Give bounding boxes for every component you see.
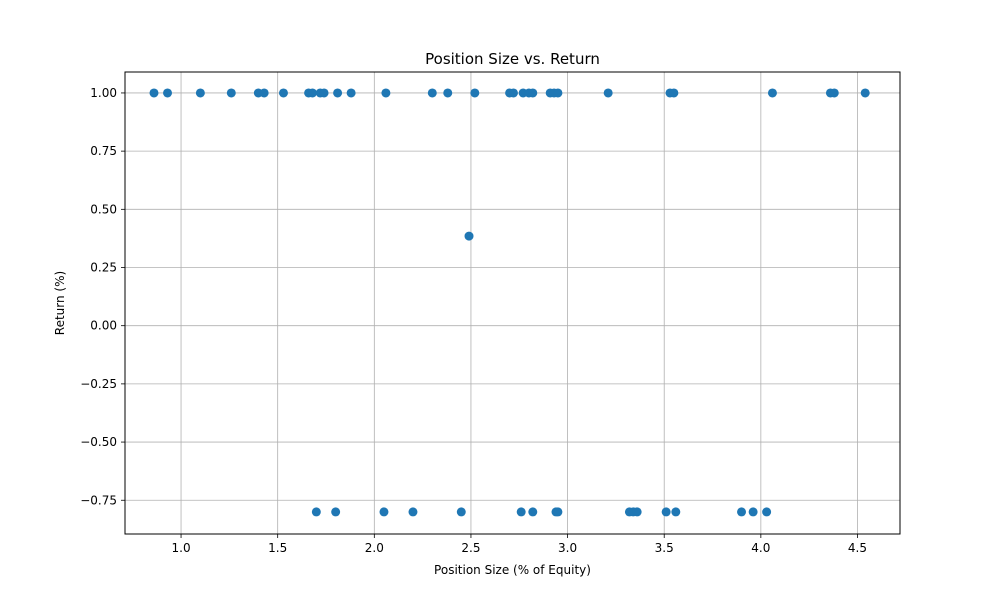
y-axis-label: Return (%) xyxy=(53,271,67,335)
x-tick-label: 1.0 xyxy=(172,541,191,555)
scatter-point xyxy=(443,88,453,98)
plot-area xyxy=(125,72,900,534)
x-axis-ticks: 1.0 1.5 2.0 2.5 3.0 3.5 4.0 4.5 xyxy=(172,534,867,555)
chart-title: Position Size vs. Return xyxy=(425,50,600,68)
y-tick-label: −0.75 xyxy=(80,493,117,507)
scatter-point xyxy=(528,88,538,98)
scatter-point xyxy=(331,507,341,517)
x-axis-label: Position Size (% of Equity) xyxy=(434,563,591,577)
scatter-point xyxy=(379,507,389,517)
scatter-point xyxy=(408,507,418,517)
scatter-point xyxy=(427,88,437,98)
scatter-point xyxy=(762,507,772,517)
x-tick-label: 3.5 xyxy=(655,541,674,555)
scatter-point xyxy=(163,88,173,98)
scatter-point xyxy=(346,88,356,98)
scatter-point xyxy=(456,507,466,517)
scatter-point xyxy=(195,88,205,98)
data-points xyxy=(149,88,870,517)
scatter-point xyxy=(553,88,563,98)
scatter-point xyxy=(319,88,329,98)
x-tick-label: 3.0 xyxy=(558,541,577,555)
y-tick-label: 0.50 xyxy=(90,202,117,216)
y-tick-label: 0.00 xyxy=(90,319,117,333)
scatter-point xyxy=(259,88,269,98)
y-tick-label: −0.25 xyxy=(80,377,117,391)
scatter-point xyxy=(748,507,758,517)
plot-frame xyxy=(124,71,901,535)
x-tick-label: 4.0 xyxy=(751,541,770,555)
scatter-point xyxy=(381,88,391,98)
x-tick-label: 2.0 xyxy=(365,541,384,555)
scatter-point xyxy=(671,507,681,517)
scatter-point xyxy=(603,88,613,98)
x-tick-label: 2.5 xyxy=(461,541,480,555)
scatter-point xyxy=(737,507,747,517)
y-tick-label: −0.50 xyxy=(80,435,117,449)
y-tick-label: 1.00 xyxy=(90,86,117,100)
x-tick-label: 4.5 xyxy=(848,541,867,555)
y-tick-label: 0.25 xyxy=(90,261,117,275)
scatter-point xyxy=(829,88,839,98)
x-tick-label: 1.5 xyxy=(268,541,287,555)
scatter-point xyxy=(553,507,563,517)
scatter-point xyxy=(333,88,343,98)
scatter-point xyxy=(149,88,159,98)
scatter-point xyxy=(307,88,317,98)
scatter-point xyxy=(661,507,671,517)
scatter-point xyxy=(669,88,679,98)
scatter-point xyxy=(508,88,518,98)
scatter-point xyxy=(311,507,321,517)
y-tick-label: 0.75 xyxy=(90,144,117,158)
scatter-point xyxy=(860,88,870,98)
scatter-point xyxy=(278,88,288,98)
scatter-point xyxy=(464,231,474,241)
scatter-point xyxy=(226,88,236,98)
scatter-point xyxy=(528,507,538,517)
scatter-point xyxy=(516,507,526,517)
scatter-point xyxy=(767,88,777,98)
scatter-point xyxy=(470,88,480,98)
scatter-point xyxy=(632,507,642,517)
y-axis-ticks: 1.00 0.75 0.50 0.25 0.00 −0.25 −0.50 −0.75 xyxy=(80,86,125,507)
